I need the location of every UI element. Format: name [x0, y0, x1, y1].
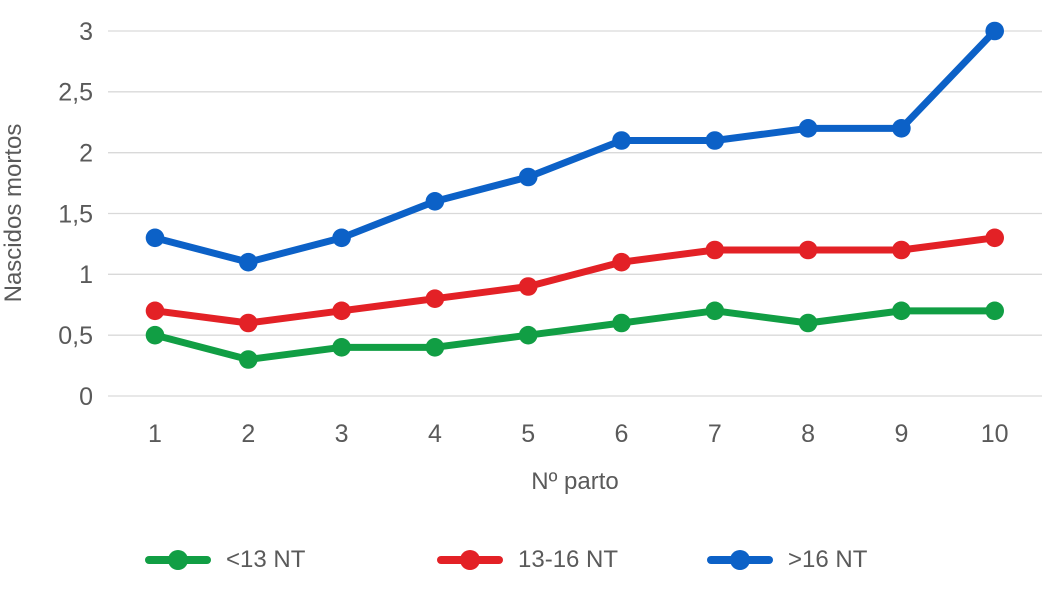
- series-point-2: [612, 131, 631, 150]
- plot-area: 0 0,5 1 1,5 2 2,5 3 1 2 3 4 5 6 7 8 9 10: [58, 18, 1042, 448]
- legend-line-swatch: [145, 550, 211, 570]
- y-tick-label: 1,5: [58, 200, 93, 228]
- series-point-1: [332, 301, 351, 321]
- legend-line-swatch: [707, 550, 773, 570]
- x-axis-title: Nº parto: [531, 468, 619, 495]
- series-point-1: [985, 228, 1004, 248]
- series-point-2: [705, 131, 725, 150]
- series-line-0: [151, 307, 999, 363]
- legend-dot-icon: [730, 550, 750, 570]
- series-point-2: [332, 228, 351, 248]
- series-point-1: [892, 240, 911, 260]
- series-point-2: [425, 192, 445, 211]
- legend-line-swatch: [437, 550, 503, 570]
- y-tick-label: 1: [79, 261, 93, 289]
- series-point-1: [705, 240, 725, 260]
- legend-label: <13 NT: [226, 546, 306, 573]
- legend-item-gt16-nt: >16 NT: [707, 545, 867, 575]
- series-line-1: [151, 234, 999, 327]
- series-point-2: [985, 21, 1004, 41]
- x-tick-label: 2: [241, 420, 255, 448]
- series-point-2: [239, 252, 258, 272]
- series-point-2: [518, 167, 538, 187]
- legend-dot-icon: [460, 550, 480, 570]
- x-tick-label: 5: [521, 420, 535, 448]
- series-point-1: [518, 277, 538, 296]
- x-tick-label: 6: [615, 420, 629, 448]
- series-point-1: [425, 289, 445, 308]
- series-point-0: [705, 301, 725, 321]
- y-axis-title: Nascidos mortos: [0, 123, 27, 303]
- series-point-1: [239, 313, 258, 333]
- legend-item-lt13-nt: <13 NT: [145, 545, 305, 575]
- series-point-0: [239, 350, 258, 369]
- legend-label: >16 NT: [788, 546, 868, 573]
- legend-label: 13-16 NT: [518, 546, 619, 573]
- x-tick-label: 7: [708, 420, 722, 448]
- series-line-2: [151, 27, 999, 266]
- x-tick-label: 3: [335, 420, 349, 448]
- y-tick-label: 2: [79, 139, 93, 167]
- series-point-0: [612, 313, 631, 333]
- chart-legend: <13 NT 13-16 NT >16 NT: [0, 545, 1054, 577]
- series-point-0: [145, 325, 165, 345]
- y-tick-label: 0: [79, 383, 93, 411]
- series-point-2: [892, 119, 911, 138]
- series-point-0: [425, 338, 445, 357]
- y-tick-label: 0,5: [58, 322, 93, 350]
- x-tick-label: 8: [801, 420, 815, 448]
- y-tick-label: 2,5: [58, 79, 93, 107]
- x-tick-label: 1: [148, 420, 162, 448]
- series-point-1: [145, 301, 165, 321]
- series-point-1: [612, 252, 631, 272]
- series-point-2: [145, 228, 165, 248]
- series-point-0: [985, 301, 1004, 321]
- legend-item-13-16-nt: 13-16 NT: [437, 545, 618, 575]
- x-tick-label: 10: [981, 420, 1009, 448]
- series-point-0: [332, 338, 351, 357]
- y-tick-label: 3: [79, 18, 93, 46]
- series-point-0: [798, 313, 818, 333]
- series-point-0: [518, 325, 538, 345]
- series-point-1: [798, 240, 818, 260]
- x-tick-label: 4: [428, 420, 442, 448]
- legend-dot-icon: [168, 550, 188, 570]
- x-tick-label: 9: [894, 420, 908, 448]
- series-point-2: [798, 119, 818, 138]
- series-point-0: [892, 301, 911, 321]
